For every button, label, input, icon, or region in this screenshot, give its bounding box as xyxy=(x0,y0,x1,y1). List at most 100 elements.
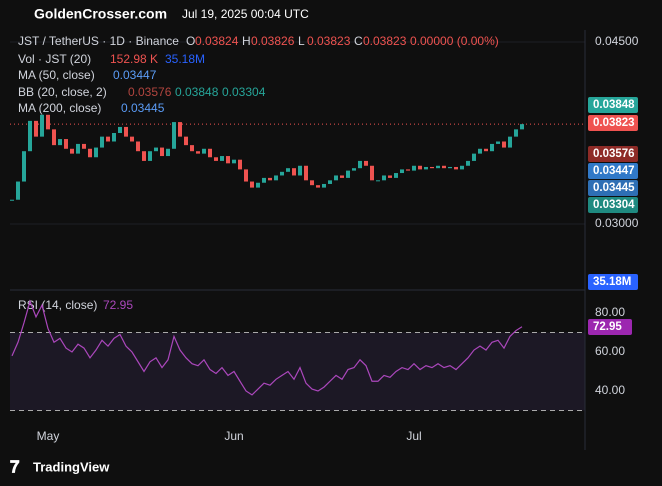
candle xyxy=(112,133,116,142)
candle xyxy=(94,147,98,158)
candle xyxy=(502,141,506,148)
candle xyxy=(58,139,62,146)
candle xyxy=(346,170,350,178)
candle xyxy=(232,159,236,164)
candle xyxy=(352,168,356,171)
candle xyxy=(118,126,122,133)
candle xyxy=(88,148,92,158)
candle xyxy=(298,165,302,176)
rsi-tick-label: 40.00 xyxy=(595,383,625,397)
candle xyxy=(10,199,14,201)
tag-vol xyxy=(588,274,638,290)
bb-lower: 0.03304 xyxy=(222,85,266,99)
timestamp: Jul 19, 2025 00:04 UTC xyxy=(182,7,309,21)
candle xyxy=(160,147,164,157)
x-tick-label: May xyxy=(37,429,60,443)
candle xyxy=(328,180,332,184)
candle xyxy=(406,169,410,171)
candle xyxy=(400,169,404,174)
tag-text: 0.03445 xyxy=(593,182,635,194)
vol-label: Vol · JST (20) xyxy=(18,52,91,66)
tag-text: 0.03823 xyxy=(593,117,635,129)
candle xyxy=(478,148,482,154)
bb-upper: 0.03848 xyxy=(175,85,219,99)
candle xyxy=(28,120,32,152)
candle xyxy=(34,120,38,137)
candle xyxy=(382,175,386,181)
candle xyxy=(268,177,272,181)
vol-ma: 35.18M xyxy=(165,52,205,66)
candle xyxy=(124,126,128,137)
rsi-line xyxy=(11,299,523,396)
bb-basis: 0.03576 xyxy=(128,85,172,99)
tag-rsi xyxy=(588,319,632,335)
candle xyxy=(274,175,278,181)
candle xyxy=(292,168,296,176)
candle xyxy=(202,148,206,154)
tag-ma50 xyxy=(588,163,638,179)
tag-bb-basis xyxy=(588,146,638,162)
candle xyxy=(436,165,440,169)
candle xyxy=(262,177,266,183)
candle xyxy=(286,168,290,172)
candle xyxy=(190,145,194,152)
candle xyxy=(460,165,464,170)
candle xyxy=(136,141,140,152)
candle xyxy=(154,147,158,152)
tv-logo: 𝟕 xyxy=(10,457,20,476)
candle xyxy=(244,169,248,182)
candle xyxy=(340,175,344,178)
y-tick-label: 0.04500 xyxy=(595,34,639,48)
candle xyxy=(214,157,218,161)
candle xyxy=(316,185,320,188)
candle xyxy=(418,165,422,170)
l-label: L xyxy=(298,34,305,48)
candle xyxy=(82,143,86,149)
candle xyxy=(442,165,446,169)
x-tick-label: Jun xyxy=(224,429,243,443)
y-tick-label: 0.03000 xyxy=(595,216,639,230)
footer: TradingView xyxy=(33,459,110,474)
candle xyxy=(172,122,176,149)
candle xyxy=(70,148,74,154)
change: 0.00000 (0.00%) xyxy=(410,34,499,48)
tag-bb-lower xyxy=(588,197,638,213)
candle xyxy=(106,136,110,142)
symbol: JST / TetherUS · 1D · Binance xyxy=(18,34,179,48)
candle xyxy=(22,151,26,182)
candle xyxy=(376,180,380,182)
candle xyxy=(130,136,134,142)
candle xyxy=(64,139,68,149)
candle xyxy=(46,114,50,130)
candle xyxy=(310,180,314,186)
candle xyxy=(370,165,374,181)
candle xyxy=(490,143,494,152)
tag-text: 0.03848 xyxy=(593,99,635,111)
rsi-value: 72.95 xyxy=(103,298,133,312)
site: GoldenCrosser.com xyxy=(34,6,167,22)
candle xyxy=(496,141,500,144)
candle xyxy=(256,182,260,188)
candle xyxy=(280,171,284,176)
candle xyxy=(184,136,188,146)
candle xyxy=(514,129,518,137)
candle xyxy=(304,165,308,181)
candle xyxy=(322,183,326,188)
candle xyxy=(100,136,104,148)
candle xyxy=(166,148,170,157)
candle xyxy=(16,181,20,200)
candle xyxy=(196,151,200,154)
c-label: C xyxy=(354,34,363,48)
candle xyxy=(334,175,338,181)
ma50-label: MA (50, close) xyxy=(18,68,95,82)
candle xyxy=(484,148,488,152)
candle xyxy=(40,114,44,137)
ma50-value: 0.03447 xyxy=(113,68,157,82)
o-label: O xyxy=(186,34,195,48)
candle xyxy=(508,136,512,148)
candle xyxy=(238,159,242,170)
candle xyxy=(454,166,458,170)
candle xyxy=(364,160,368,166)
